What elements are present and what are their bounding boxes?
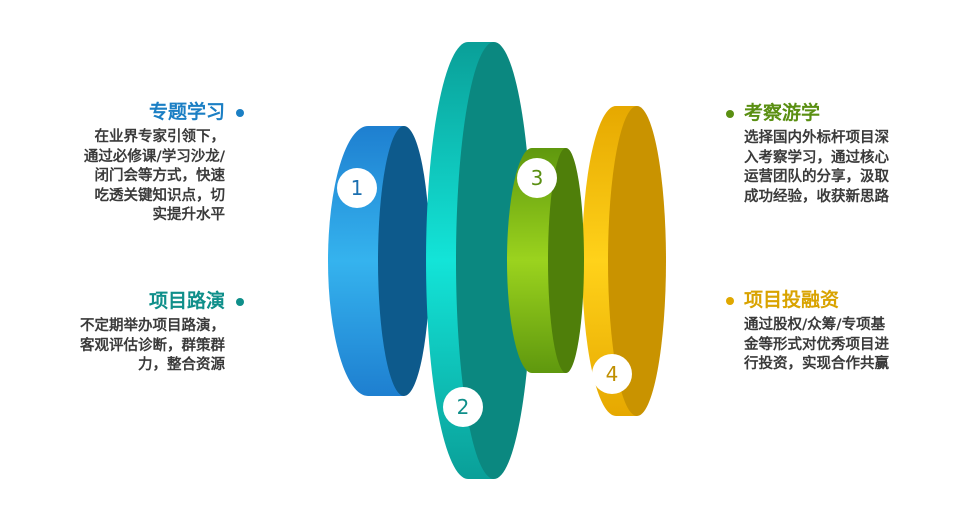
segment-3-block: 考察游学 选择国内外标杆项目深 入考察学习，通过核心 运营团队的分享，汲取 成功… — [744, 101, 889, 207]
disk-3-green — [506, 148, 584, 373]
segment-1-bullet-dot — [236, 109, 244, 117]
badge-2-label: 2 — [457, 395, 470, 419]
badge-1-label: 1 — [351, 176, 364, 200]
segment-3-bullet-dot — [726, 110, 734, 118]
segment-2-bullet-dot — [236, 298, 244, 306]
segment-2-title: 项目路演 — [148, 290, 225, 312]
segment-1-title: 专题学习 — [148, 101, 225, 123]
segment-2-line-1: 不定期举办项目路演， — [80, 318, 225, 334]
segment-2-line-3: 力，整合资源 — [138, 357, 225, 373]
segment-1-line-3: 闭门会等方式，快速 — [94, 168, 226, 184]
segment-4-line-1: 通过股权/众筹/专项基 — [744, 317, 886, 333]
segment-1-block: 专题学习 在业界专家引领下， 通过必修课/学习沙龙/ 闭门会等方式，快速 吃透关… — [84, 100, 225, 226]
segment-4-bullet-dot — [726, 297, 734, 305]
badge-4-label: 4 — [606, 362, 619, 386]
segment-3-line-3: 运营团队的分享，汲取 — [744, 169, 889, 185]
segment-3-title: 考察游学 — [744, 102, 821, 124]
badge-1: 1 — [337, 168, 377, 208]
segment-4-title: 项目投融资 — [744, 289, 840, 311]
segment-3-line-4: 成功经验，收获新思路 — [744, 188, 889, 205]
disk-1-blue — [328, 126, 430, 396]
segment-2-line-2: 客观评估诊断，群策群 — [80, 337, 225, 354]
segment-1-line-2: 通过必修课/学习沙龙/ — [83, 148, 225, 165]
badge-3: 3 — [517, 158, 557, 198]
segment-3-line-1: 选择国内外标杆项目深 — [744, 130, 889, 146]
segment-1-line-5: 实提升水平 — [152, 207, 226, 223]
segment-1-line-4: 吃透关键知识点，切 — [94, 187, 226, 204]
segment-4-block: 项目投融资 通过股权/众筹/专项基 金等形式对优秀项目进 行投资，实现合作共赢 — [744, 288, 889, 375]
segment-4-line-2: 金等形式对优秀项目进 — [744, 336, 889, 353]
badge-4: 4 — [592, 354, 632, 394]
segment-4-line-3: 行投资，实现合作共赢 — [744, 356, 889, 372]
disk-4-gold — [582, 106, 666, 416]
segment-2-block: 项目路演 不定期举办项目路演， 客观评估诊断，群策群 力，整合资源 — [80, 289, 225, 376]
disk-2-teal — [426, 42, 532, 479]
badge-3-label: 3 — [531, 166, 544, 190]
segment-3-line-2: 入考察学习，通过核心 — [744, 149, 889, 166]
badge-2: 2 — [443, 387, 483, 427]
segment-1-line-1: 在业界专家引领下， — [94, 129, 226, 145]
